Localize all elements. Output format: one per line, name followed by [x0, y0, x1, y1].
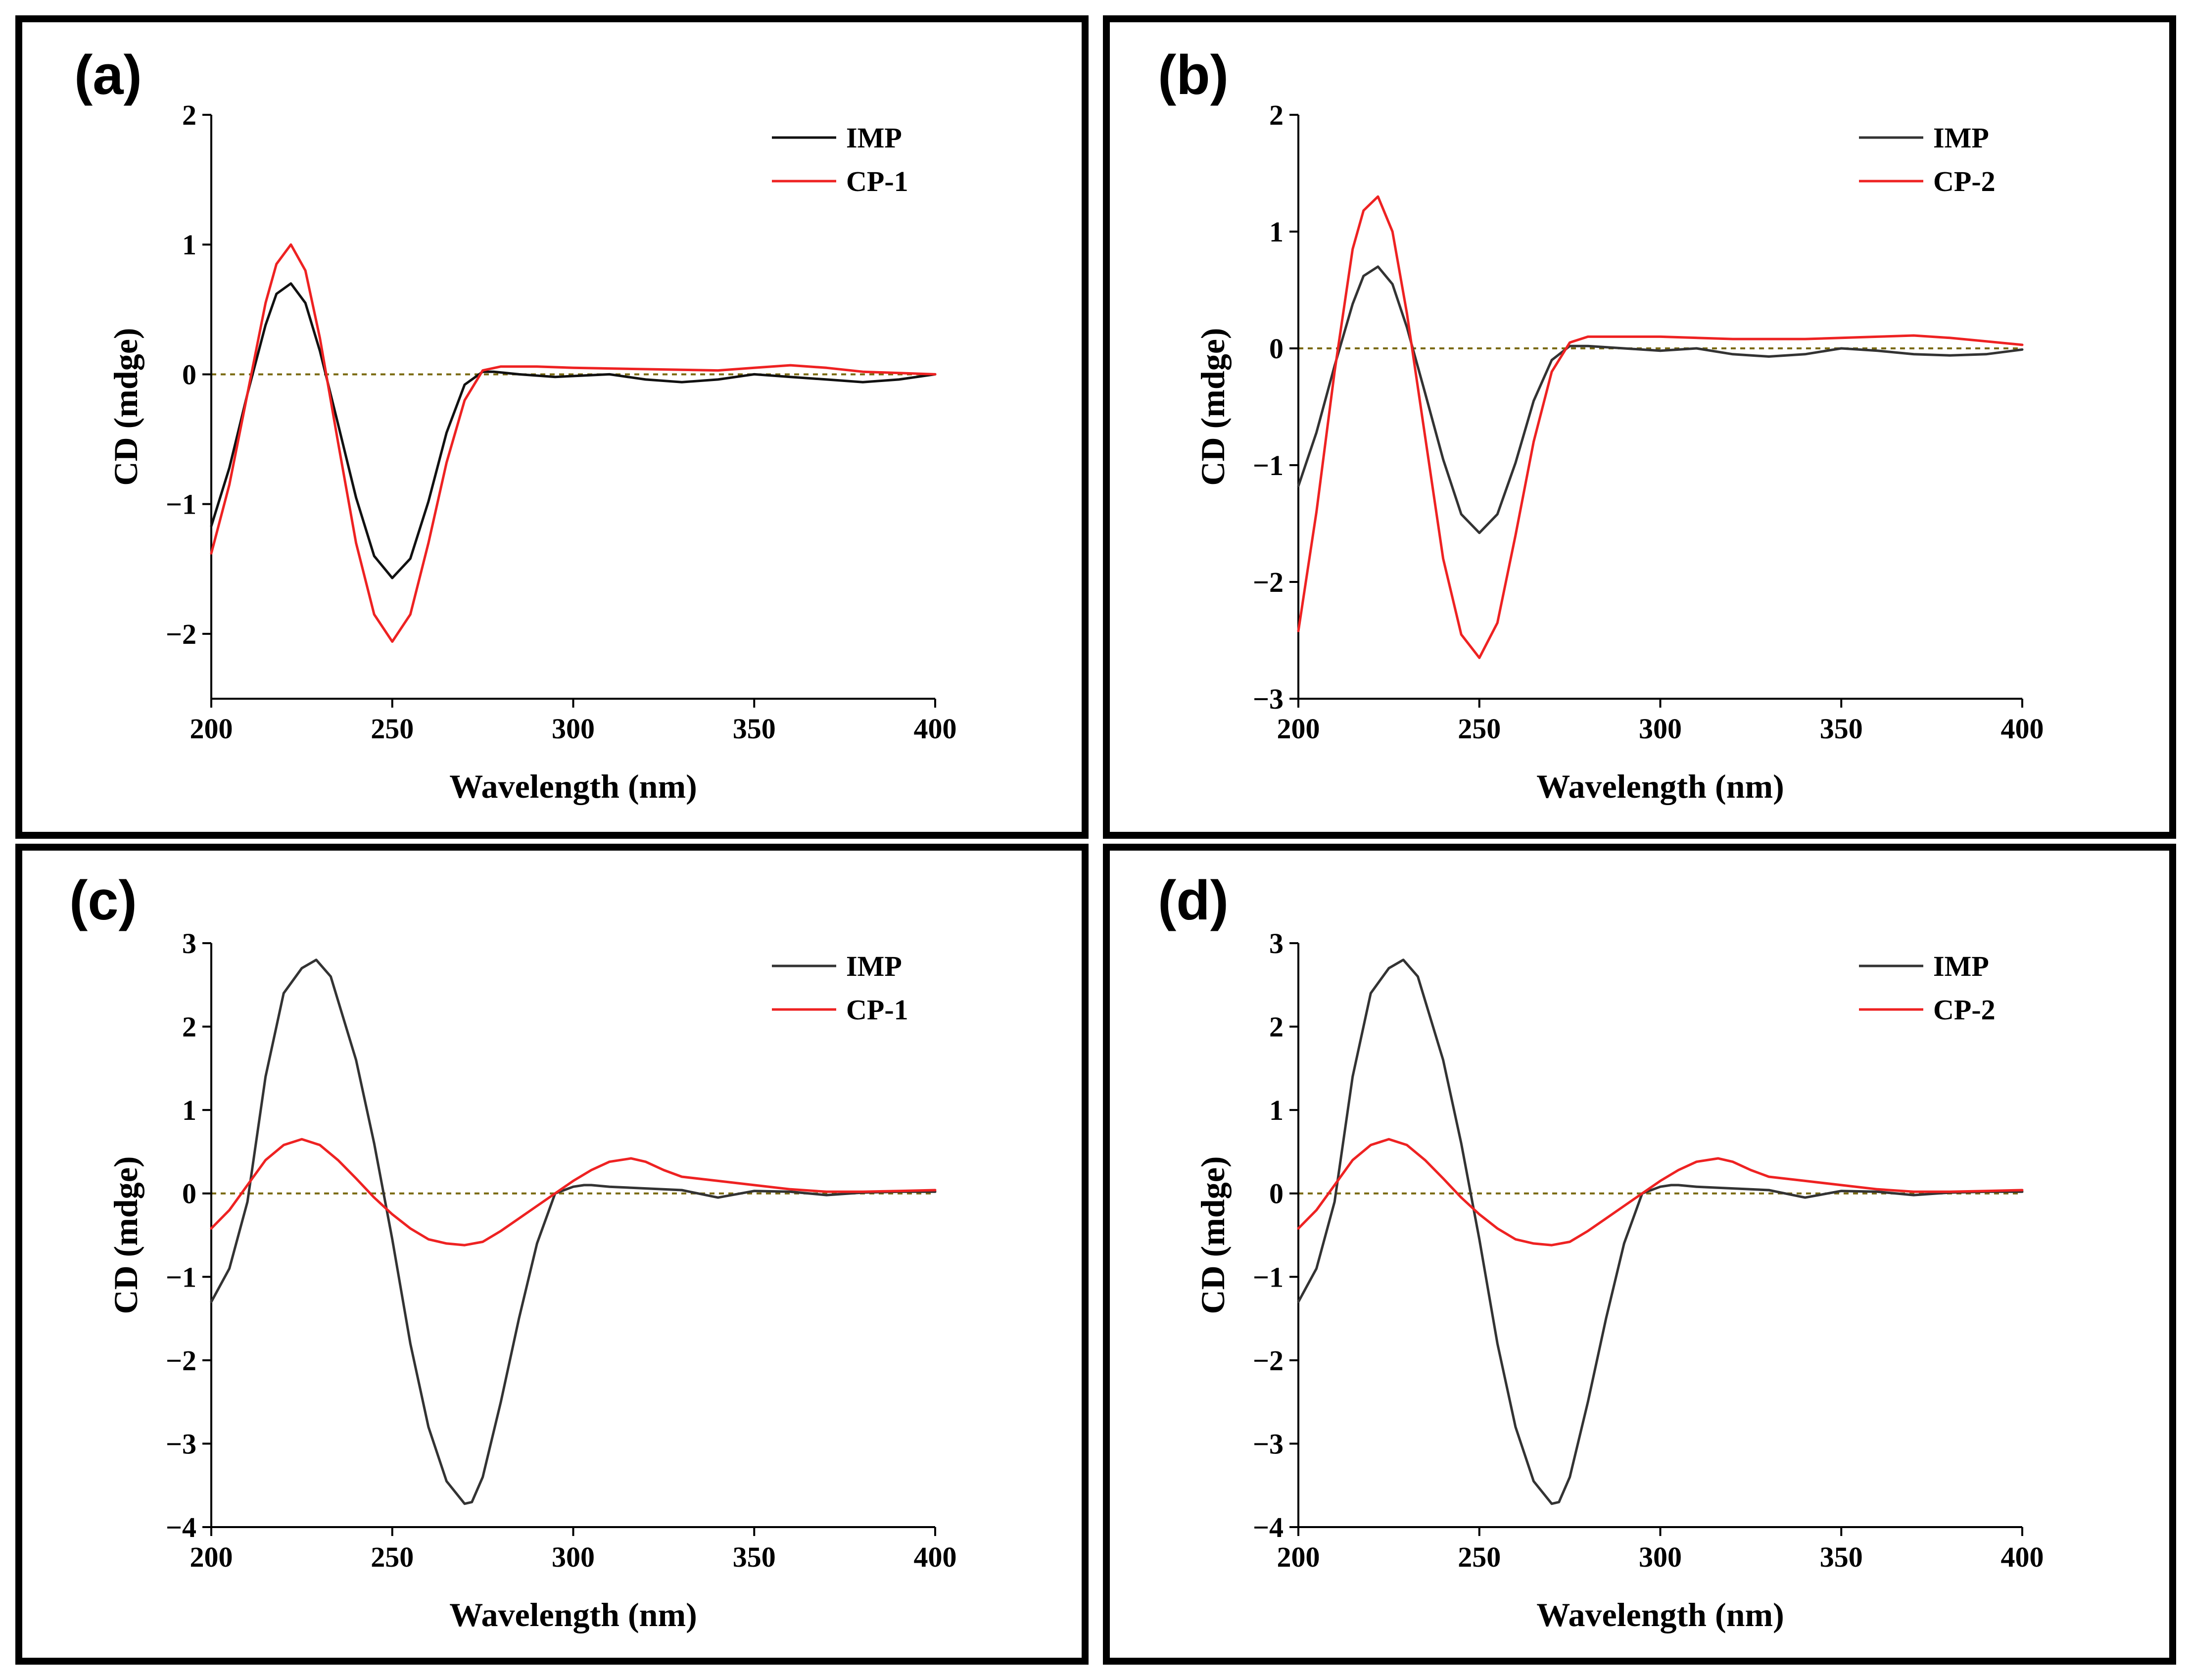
series-line-cp-2 — [1297, 195, 2024, 659]
x-tick-label: 350 — [733, 713, 776, 745]
y-axis-title: CD (mdge) — [107, 1156, 144, 1314]
x-tick-label: 250 — [1458, 713, 1501, 745]
legend-label: IMP — [1933, 122, 1989, 154]
y-tick-label: −1 — [166, 488, 196, 521]
x-tick-label: 400 — [914, 1541, 957, 1573]
panel-label: (d) — [1158, 869, 1229, 931]
y-tick-label: −3 — [1253, 1428, 1284, 1460]
x-tick-label: 200 — [1277, 1541, 1320, 1573]
y-axis-title: CD (mdge) — [1194, 328, 1232, 485]
y-tick-label: 2 — [1269, 1011, 1284, 1043]
x-tick-label: 300 — [1639, 1541, 1682, 1573]
legend-label: CP-2 — [1933, 994, 1996, 1026]
y-tick-label: 0 — [1269, 333, 1284, 365]
series-line-cp-1 — [210, 243, 937, 643]
series-line-imp — [210, 959, 937, 1505]
y-tick-label: −1 — [1253, 1261, 1284, 1293]
y-tick-label: 2 — [1269, 99, 1284, 131]
x-tick-label: 300 — [552, 1541, 595, 1573]
y-tick-label: −1 — [1253, 449, 1284, 481]
y-tick-label: 3 — [1269, 927, 1284, 960]
y-axis-title: CD (mdge) — [1194, 1156, 1232, 1314]
y-tick-label: −1 — [166, 1261, 196, 1293]
series-line-imp — [1297, 959, 2024, 1505]
x-tick-label: 250 — [371, 713, 414, 745]
chart-panel: (a) 2 1 0 −1 −2 200 250 300 350 400 Wavelength (nm)… — [15, 15, 1089, 839]
legend-label: CP-1 — [846, 165, 908, 197]
y-tick-label: −4 — [1253, 1511, 1284, 1543]
panel-frame — [15, 844, 1089, 1665]
x-tick-label: 400 — [914, 713, 957, 745]
panel-label: (a) — [74, 44, 142, 106]
y-tick-label: 1 — [182, 229, 196, 261]
series-line-imp — [210, 282, 937, 579]
x-tick-label: 400 — [2001, 1541, 2044, 1573]
series-line-cp-2 — [1297, 1138, 2024, 1247]
x-tick-label: 250 — [1458, 1541, 1501, 1573]
x-axis-title: Wavelength (nm) — [1536, 1596, 1784, 1633]
x-axis-title: Wavelength (nm) — [449, 768, 697, 805]
y-tick-label: −2 — [166, 1344, 196, 1377]
y-tick-label: 2 — [182, 1011, 196, 1043]
y-tick-label: 2 — [182, 99, 196, 131]
x-axis-title: Wavelength (nm) — [1536, 768, 1784, 805]
legend-label: IMP — [846, 122, 902, 154]
legend-label: CP-1 — [846, 994, 908, 1026]
y-tick-label: 0 — [182, 1178, 196, 1210]
x-tick-label: 350 — [1820, 713, 1863, 745]
legend-label: CP-2 — [1933, 165, 1996, 197]
y-axis-title: CD (mdge) — [107, 328, 144, 485]
legend-label: IMP — [846, 950, 902, 982]
x-tick-label: 400 — [2001, 713, 2044, 745]
y-tick-label: 1 — [1269, 1094, 1284, 1126]
y-tick-label: 1 — [182, 1094, 196, 1126]
x-axis-title: Wavelength (nm) — [449, 1596, 697, 1633]
y-tick-label: −2 — [1253, 1344, 1284, 1377]
y-tick-label: 0 — [182, 358, 196, 390]
x-tick-label: 300 — [1639, 713, 1682, 745]
series-line-cp-1 — [210, 1138, 937, 1247]
x-tick-label: 350 — [733, 1541, 776, 1573]
y-tick-label: −3 — [1253, 683, 1284, 715]
x-tick-label: 300 — [552, 713, 595, 745]
y-tick-label: −3 — [166, 1428, 196, 1460]
x-tick-label: 200 — [190, 1541, 233, 1573]
y-tick-label: −2 — [1253, 566, 1284, 598]
x-tick-label: 250 — [371, 1541, 414, 1573]
x-tick-label: 350 — [1820, 1541, 1863, 1573]
panel-frame — [1103, 844, 2176, 1665]
y-tick-label: 0 — [1269, 1178, 1284, 1210]
y-tick-label: 3 — [182, 927, 196, 960]
x-tick-label: 200 — [190, 713, 233, 745]
y-tick-label: −4 — [166, 1511, 196, 1543]
x-tick-label: 200 — [1277, 713, 1320, 745]
y-tick-label: 1 — [1269, 216, 1284, 248]
series-line-imp — [1297, 265, 2024, 534]
panel-label: (c) — [69, 869, 137, 931]
y-tick-label: −2 — [166, 618, 196, 650]
legend-label: IMP — [1933, 950, 1989, 982]
panel-label: (b) — [1158, 44, 1229, 106]
